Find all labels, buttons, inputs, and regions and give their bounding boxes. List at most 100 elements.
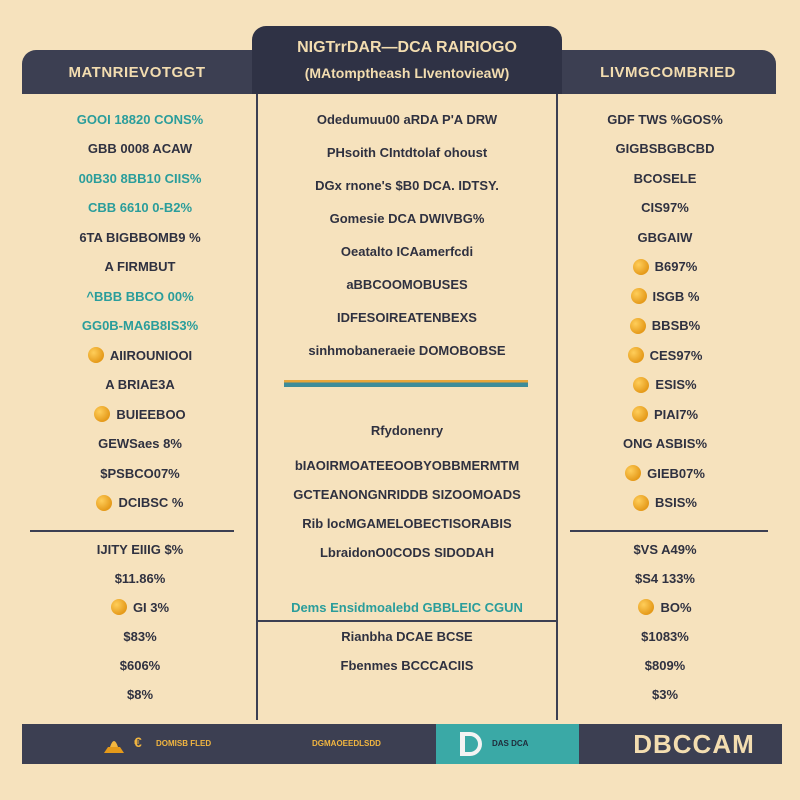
center-footer-row: Dems Ensidmoalebd GBBLEIC CGUN (262, 596, 552, 618)
coin-icon (633, 494, 650, 511)
coin-icon (633, 376, 650, 393)
list-item-text: BBSB% (651, 318, 701, 333)
right-total-row: $S4 133% (560, 567, 770, 589)
coin-icon: € (134, 734, 142, 750)
list-item-text: $S4 133% (635, 570, 695, 586)
center-column-bottom: bIAOIRMOATEEOOBYOBBMERMTM GCTEANONGNRIDDB… (262, 450, 552, 570)
left-row: $PSBCO07% (30, 462, 250, 484)
center-header: NIGTrrDAR—DCA RAIRIOGO (MAtomptheash LIv… (252, 26, 562, 94)
left-row: GEWSaes 8% (30, 433, 250, 455)
list-item-text: IJITY EIIIG $% (96, 541, 184, 557)
center-footer-row: Rianbha DCAE BCSE (262, 625, 552, 647)
list-item-text: $83% (123, 628, 157, 644)
list-item-text: BCOSELE (633, 170, 697, 186)
center-row: Odedumuu00 aRDA P'A DRW (262, 108, 552, 130)
coin-icon (87, 347, 104, 363)
left-total-row: IJITY EIIIG $% (30, 538, 250, 560)
footer-teal-box (436, 724, 579, 764)
right-total-row: BO% (560, 596, 770, 618)
center-row: DGx rnone's $B0 DCA. IDTSY. (262, 174, 552, 196)
list-item-text: $1083% (641, 628, 689, 644)
list-item-text: A BRIAE3A (105, 377, 175, 392)
center-row: Rib locMGAMELOBECTISORABIS (262, 512, 552, 534)
right-row: ESIS% (560, 374, 770, 396)
lamp-icon (104, 741, 124, 753)
list-item-text: GI 3% (132, 599, 170, 615)
section-title: Rfydonenry (370, 422, 444, 438)
left-row: A FIRMBUT (30, 256, 250, 278)
right-row: ONG ASBIS% (560, 433, 770, 455)
list-item-text: DCIBSC % (118, 495, 184, 510)
right-row: CES97% (560, 344, 770, 366)
list-item-text: $809% (644, 657, 686, 673)
list-item-text: BUIEEBOO (116, 406, 186, 422)
left-total-row: $8% (30, 683, 250, 705)
footer-bar: € DOMISB FLED DGMAOEEDLSDD DAS DCA DBCCA… (22, 724, 782, 764)
coin-icon (632, 258, 649, 275)
left-divider (30, 530, 234, 532)
list-item-text: bIAOIRMOATEEOOBYOBBMERMTM (294, 457, 520, 473)
column-divider-left (256, 94, 258, 720)
list-item-text: Oeatalto ICAamerfcdi (340, 243, 474, 259)
list-item-text: DGx rnone's $B0 DCA. IDTSY. (315, 177, 499, 193)
right-row: GIGBSBGBCBD (560, 138, 770, 160)
coin-icon (631, 406, 648, 422)
center-column-footer: Dems Ensidmoalebd GBBLEIC CGUN Rianbha DC… (262, 596, 552, 686)
list-item-text: $11.86% (114, 570, 166, 586)
left-row: 00B30 8BB10 CIIS% (30, 167, 250, 189)
list-item-text: 00B30 8BB10 CIIS% (78, 170, 202, 186)
list-item-text: Dems Ensidmoalebd GBBLEIC CGUN (291, 599, 523, 615)
list-item-text: CBB 6610 0-B2% (87, 200, 193, 215)
coin-icon (630, 288, 647, 304)
column-divider-right (556, 94, 558, 720)
list-item-text: GEWSaes 8% (98, 436, 182, 451)
right-total-row: $VS A49% (560, 538, 770, 560)
right-row: BCOSELE (560, 167, 770, 189)
list-item-text: LbraidonO0CODS SIDODAH (319, 544, 495, 560)
right-row: BBSB% (560, 315, 770, 337)
list-item-text: CIS97% (641, 200, 689, 215)
center-footer-row: Fbenmes BCCCACIIS (262, 654, 552, 676)
left-row: BUIEEBOO (30, 403, 250, 425)
center-row: bIAOIRMOATEEOOBYOBBMERMTM (262, 454, 552, 476)
center-column-top: Odedumuu00 aRDA P'A DRW PHsoith CIntdtola… (262, 94, 552, 384)
footer-left-text: DOMISB FLED (156, 739, 212, 748)
right-column-title: LIVMGCOMBRIED (600, 63, 736, 81)
page-subtitle: (MAtomptheash LIventovieaW) (304, 65, 510, 81)
list-item-text: aBBCOOMOBUSES (346, 276, 468, 292)
page-title: NIGTrrDAR—DCA RAIRIOGO (297, 39, 517, 56)
left-row: ^BBB BBCO 00% (30, 285, 250, 307)
right-row: BSIS% (560, 492, 770, 514)
list-item-text: GG0B-MA6B8IS3% (81, 318, 199, 333)
left-row: A BRIAE3A (30, 374, 250, 396)
coin-icon (627, 347, 644, 363)
left-column-title: MATNRIEVOTGGT (68, 63, 206, 81)
right-row: GIEB07% (560, 462, 770, 484)
list-item-text: 6TA BIGBBOMB9 % (79, 229, 201, 245)
list-item-text: A FIRMBUT (104, 259, 176, 274)
right-total-row: $809% (560, 654, 770, 676)
list-item-text: Odedumuu00 aRDA P'A DRW (316, 111, 498, 127)
list-item-text: Rib locMGAMELOBECTISORABIS (302, 515, 512, 531)
list-item-text: GIEB07% (647, 465, 705, 481)
list-item-text: GIGBSBGBCBD (615, 141, 715, 156)
left-row: GBB 0008 ACAW (30, 138, 250, 160)
footer-teal-text: DAS DCA (492, 739, 529, 748)
list-item-text: sinhmobaneraeie DOMOBOBSE (308, 342, 506, 358)
center-divider-bar (284, 380, 528, 387)
list-item-text: PIAI7% (653, 406, 699, 422)
coin-icon (94, 406, 111, 422)
list-item-text: PHsoith CIntdtolaf ohoust (326, 144, 488, 160)
coin-icon (96, 494, 113, 511)
list-item-text: $3% (651, 686, 679, 702)
center-row: Oeatalto ICAamerfcdi (262, 240, 552, 262)
right-row: GBGAIW (560, 226, 770, 248)
list-item-text: Fbenmes BCCCACIIS (340, 657, 474, 673)
list-item-text: Gomesie DCA DWIVBG% (329, 210, 485, 226)
right-row: CIS97% (560, 197, 770, 219)
left-row: CBB 6610 0-B2% (30, 197, 250, 219)
list-item-text: BSIS% (655, 495, 697, 510)
center-section: Rfydonenry (262, 420, 552, 440)
center-divider (256, 620, 556, 622)
footer-center-text: DGMAOEEDLSDD (312, 739, 381, 748)
